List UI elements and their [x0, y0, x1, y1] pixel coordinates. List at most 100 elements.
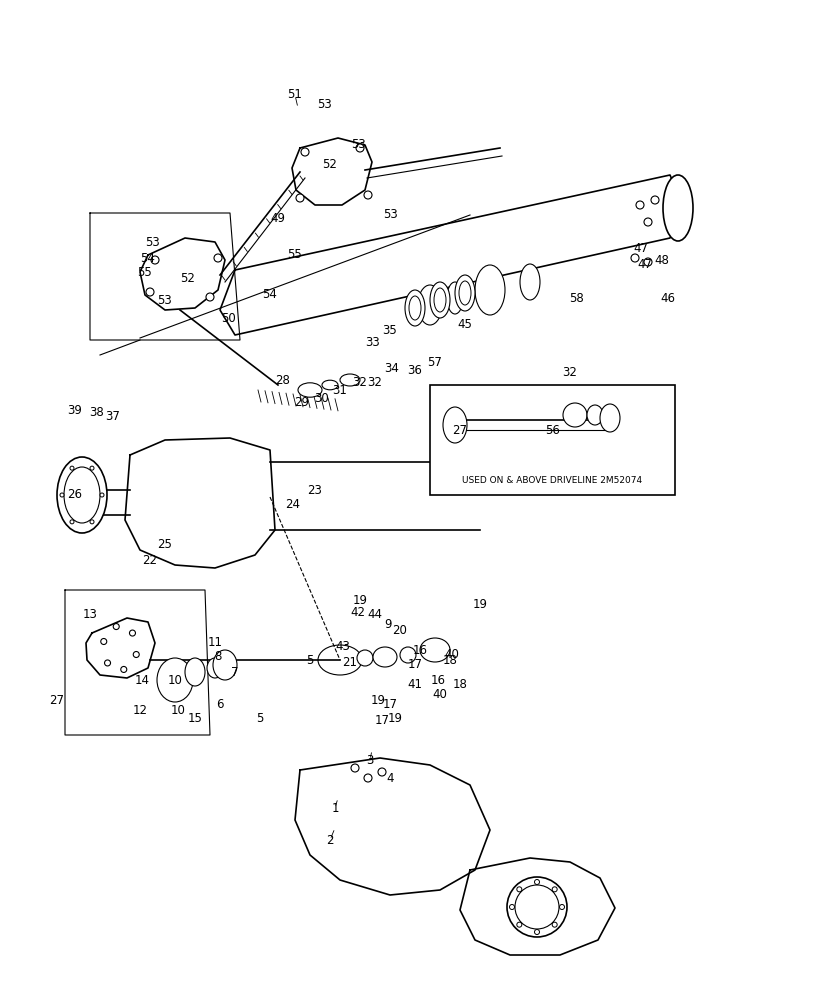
Text: 10: 10: [171, 704, 185, 716]
Text: 21: 21: [343, 656, 357, 668]
Ellipse shape: [443, 407, 467, 443]
Ellipse shape: [100, 638, 107, 644]
Ellipse shape: [534, 880, 539, 884]
Text: 16: 16: [431, 674, 446, 686]
Ellipse shape: [631, 254, 639, 262]
Ellipse shape: [520, 264, 540, 300]
Ellipse shape: [405, 290, 425, 326]
Polygon shape: [460, 858, 615, 955]
Text: 53: 53: [351, 138, 366, 151]
Ellipse shape: [100, 493, 104, 497]
Ellipse shape: [133, 652, 140, 658]
Text: 56: 56: [546, 424, 561, 436]
Text: 55: 55: [287, 248, 303, 261]
Text: 54: 54: [140, 251, 155, 264]
Text: 27: 27: [453, 424, 468, 436]
Text: 17: 17: [375, 714, 389, 726]
Text: 44: 44: [367, 608, 383, 621]
Ellipse shape: [459, 281, 471, 305]
Text: 32: 32: [367, 375, 383, 388]
Text: 30: 30: [315, 391, 330, 404]
Ellipse shape: [57, 457, 107, 533]
Text: 20: 20: [392, 624, 407, 637]
Text: 53: 53: [317, 99, 332, 111]
Ellipse shape: [509, 904, 515, 910]
Ellipse shape: [364, 191, 372, 199]
Text: 29: 29: [295, 396, 309, 410]
Ellipse shape: [447, 282, 463, 314]
Ellipse shape: [409, 296, 421, 320]
Text: 16: 16: [413, 644, 428, 656]
Ellipse shape: [207, 658, 223, 678]
Text: 4: 4: [386, 772, 394, 784]
Ellipse shape: [121, 666, 126, 672]
Text: USED ON & ABOVE DRIVELINE 2M52074: USED ON & ABOVE DRIVELINE 2M52074: [463, 476, 642, 485]
Text: 54: 54: [263, 288, 277, 302]
Text: 27: 27: [50, 694, 64, 706]
Text: 5: 5: [306, 654, 313, 666]
Text: 49: 49: [270, 212, 286, 225]
Text: 5: 5: [256, 712, 264, 724]
Text: 53: 53: [157, 294, 172, 306]
Ellipse shape: [475, 265, 505, 315]
Text: 9: 9: [384, 618, 392, 632]
Text: 52: 52: [180, 271, 196, 284]
Ellipse shape: [515, 885, 559, 929]
Ellipse shape: [651, 196, 659, 204]
Text: 19: 19: [370, 694, 385, 706]
Ellipse shape: [587, 405, 603, 425]
Ellipse shape: [373, 647, 397, 667]
Ellipse shape: [322, 380, 338, 390]
Text: 23: 23: [308, 484, 322, 496]
Ellipse shape: [356, 144, 364, 152]
Ellipse shape: [151, 256, 159, 264]
Text: 39: 39: [68, 403, 82, 416]
Text: 14: 14: [135, 674, 149, 686]
Text: 19: 19: [353, 593, 367, 606]
Text: 25: 25: [157, 538, 172, 552]
Text: 47: 47: [637, 258, 653, 271]
Text: 24: 24: [286, 498, 300, 512]
Polygon shape: [295, 758, 490, 895]
Text: 3: 3: [366, 754, 374, 766]
Text: 48: 48: [654, 253, 669, 266]
Text: 58: 58: [570, 292, 584, 304]
Ellipse shape: [214, 254, 222, 262]
Ellipse shape: [636, 201, 644, 209]
Text: 45: 45: [458, 318, 472, 332]
Ellipse shape: [418, 285, 442, 325]
Ellipse shape: [70, 466, 74, 470]
Polygon shape: [86, 618, 155, 678]
Text: 33: 33: [366, 336, 380, 350]
Text: 18: 18: [453, 678, 468, 692]
Ellipse shape: [296, 194, 304, 202]
Text: 10: 10: [167, 674, 183, 686]
Ellipse shape: [517, 887, 521, 892]
Text: 52: 52: [322, 158, 338, 172]
Text: 26: 26: [68, 488, 82, 502]
Ellipse shape: [644, 218, 652, 226]
Ellipse shape: [104, 660, 110, 666]
Text: 19: 19: [472, 598, 487, 611]
Text: 28: 28: [276, 373, 290, 386]
Text: 50: 50: [220, 312, 235, 324]
Ellipse shape: [146, 288, 154, 296]
Text: 46: 46: [660, 292, 676, 304]
Ellipse shape: [130, 630, 135, 636]
Text: 38: 38: [90, 406, 104, 420]
Text: 1: 1: [331, 802, 339, 814]
Ellipse shape: [90, 466, 94, 470]
Text: 6: 6: [216, 698, 224, 712]
Ellipse shape: [430, 282, 450, 318]
Text: 17: 17: [383, 698, 397, 712]
Ellipse shape: [507, 877, 567, 937]
Ellipse shape: [560, 904, 565, 910]
Ellipse shape: [301, 148, 309, 156]
Text: 13: 13: [82, 608, 97, 621]
Ellipse shape: [213, 650, 237, 680]
Ellipse shape: [340, 374, 360, 386]
Ellipse shape: [663, 175, 693, 241]
Ellipse shape: [644, 258, 652, 266]
Ellipse shape: [434, 288, 446, 312]
Ellipse shape: [455, 275, 475, 311]
